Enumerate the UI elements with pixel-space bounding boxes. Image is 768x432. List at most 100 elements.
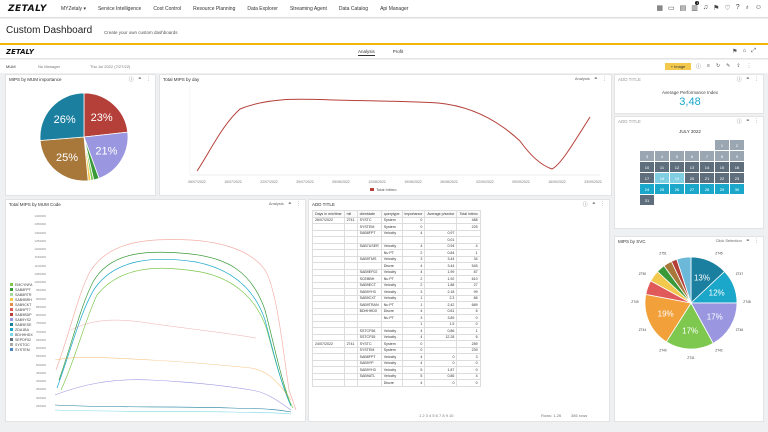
table-row[interactable]: SAB9CXT Velocity 1 2.3 86 [312, 294, 481, 302]
pie-slice[interactable] [676, 256, 692, 304]
calendar-day[interactable]: 16 [730, 162, 744, 172]
analysis-button[interactable]: Analysis [268, 201, 284, 206]
link-icon[interactable]: ⚭ [745, 76, 750, 82]
more-icon[interactable]: ⋮ [600, 201, 605, 207]
calendar-day[interactable]: 12 [670, 162, 684, 172]
more-icon[interactable]: ⋮ [602, 76, 607, 82]
pie-slice[interactable] [665, 302, 714, 350]
table-row[interactable]: SAB8FPT Velocity 4 0 3 [312, 353, 481, 361]
calendar-day[interactable]: 26 [670, 184, 684, 194]
calendar-day[interactable]: 1 [715, 140, 729, 150]
calendar-day[interactable]: 27 [685, 184, 699, 194]
legend-item[interactable]: ZDA1BA [10, 327, 33, 332]
link-icon[interactable]: ⚭ [745, 118, 750, 124]
table-row[interactable]: SAB8FPT Velocity 4 0.97 [312, 229, 481, 237]
legend-item[interactable]: SAB9PT7 [10, 307, 33, 312]
calendar-day[interactable]: 18 [655, 173, 669, 183]
tab-profit[interactable]: Profit [392, 49, 404, 54]
legend-item[interactable]: EMCYNFA [10, 282, 33, 287]
calendar-day[interactable]: 21 [700, 173, 714, 183]
info-icon[interactable]: ⓘ [696, 64, 702, 70]
calendar-day[interactable]: 10 [640, 162, 654, 172]
tab-analysis[interactable]: Analysis [358, 49, 375, 56]
flag-icon[interactable]: ⚑ [732, 49, 738, 55]
add-image-button[interactable]: + Image [665, 63, 691, 70]
more-icon[interactable]: ⋮ [754, 76, 759, 82]
info-icon[interactable]: ⓘ [582, 202, 588, 208]
calendar-day[interactable]: 11 [655, 162, 669, 172]
nav-service-intelligence[interactable]: Service Intelligence [97, 5, 142, 12]
pagination[interactable]: 1 2 3 4 5 6 7 8 9 10 [419, 413, 454, 418]
legend-item[interactable]: SAB9BDP [10, 312, 33, 317]
calendar-day[interactable]: 22 [715, 173, 729, 183]
calendar-day[interactable]: 6 [685, 151, 699, 161]
link-icon[interactable]: ⚭ [591, 201, 596, 207]
more-icon[interactable]: ⋮ [754, 118, 759, 124]
nav-streaming-agent[interactable]: Streaming Agent [289, 5, 327, 12]
legend-item[interactable]: SEPDF52 [10, 337, 33, 342]
bell-icon[interactable]: ♫ [702, 4, 709, 11]
more-icon[interactable]: ⋮ [754, 238, 759, 244]
user-icon[interactable]: ☺ [754, 4, 762, 11]
share-icon[interactable]: ⌂ [742, 48, 747, 54]
calendar-day[interactable]: 31 [640, 195, 654, 205]
calendar-day[interactable]: 15 [715, 162, 729, 172]
table-row[interactable]: Discre 4 0 0 [312, 379, 481, 387]
click-selection-button[interactable]: Click Selection [715, 238, 742, 243]
nav-myzetaly[interactable]: MYZetaly ▾ [60, 5, 86, 12]
calendar-day[interactable]: 13 [685, 162, 699, 172]
filter-mum[interactable]: MUM [6, 64, 16, 69]
info-icon[interactable]: ⓘ [128, 77, 134, 83]
calendar-day[interactable]: 9 [730, 151, 744, 161]
calendar-day[interactable]: 28 [700, 184, 714, 194]
nav-data-catalog[interactable]: Data Catalog [338, 5, 369, 12]
legend-item[interactable]: SAB8RTR [10, 292, 33, 297]
info-icon[interactable]: ⓘ [736, 77, 742, 83]
help-icon[interactable]: ? [735, 4, 740, 11]
monitor-icon[interactable]: ▭ [668, 5, 675, 12]
calendar-day[interactable]: 17 [640, 173, 654, 183]
legend-item[interactable]: SAB9YS2 [10, 317, 33, 322]
link-icon[interactable]: ⚭ [593, 76, 598, 82]
link-icon[interactable]: ⚭ [287, 201, 292, 207]
pie-slice[interactable] [83, 92, 129, 138]
filter-manager[interactable]: No Manager [38, 64, 61, 69]
pie-slice[interactable] [690, 302, 738, 344]
nav-api-manager[interactable]: Api Manager [380, 5, 409, 12]
calendar-day[interactable]: 20 [685, 173, 699, 183]
more-icon[interactable]: ⋮ [296, 201, 301, 207]
nav-data-explorer[interactable]: Data Explorer [247, 5, 278, 12]
edit-icon[interactable]: ✎ [726, 63, 731, 69]
table-row[interactable]: SSTCF55 Velocity 4 12.28 6 [312, 333, 481, 341]
lightbulb-icon[interactable]: ♁ [744, 4, 750, 11]
nav-resource-planning[interactable]: Resource Planning [193, 5, 236, 12]
calendar-day[interactable]: 14 [700, 162, 714, 172]
info-icon[interactable]: ⓘ [736, 119, 742, 125]
calendar-day[interactable]: 7 [700, 151, 714, 161]
pie-slice[interactable] [39, 92, 85, 141]
more-icon[interactable]: ⋮ [146, 76, 151, 82]
more-icon[interactable]: ⋮ [746, 63, 752, 69]
table-row[interactable]: 24/07/2022 2741 SYSTC System 0 289 [312, 340, 481, 348]
calendar-day[interactable]: 30 [730, 184, 744, 194]
legend-item[interactable]: SYSTEM [10, 347, 33, 352]
pie-slice[interactable] [644, 293, 692, 343]
link-icon[interactable]: ⚭ [137, 76, 142, 82]
calendar-icon[interactable]: ▦ [656, 5, 663, 12]
link-icon[interactable]: ⚭ [745, 238, 750, 244]
legend-item[interactable]: SAB9CKT [10, 302, 33, 307]
document-icon[interactable]: ▥ 1 [691, 1, 700, 12]
menu-icon[interactable]: ≡ [707, 63, 710, 69]
calendar-day[interactable]: 29 [715, 184, 729, 194]
calendar-day[interactable]: 8 [715, 151, 729, 161]
flag-icon[interactable]: ⚑ [713, 5, 720, 12]
legend-item[interactable]: SAB9ESE [10, 322, 33, 327]
legend-item[interactable]: SAB8FPT [10, 287, 33, 292]
calendar-day[interactable]: 5 [670, 151, 684, 161]
calendar-day[interactable]: 2 [730, 140, 744, 150]
calendar-day[interactable]: 23 [730, 173, 744, 183]
ticket-icon[interactable]: ▤ [679, 5, 687, 12]
calendar-day[interactable]: 3 [640, 151, 654, 161]
calendar-day[interactable]: 19 [670, 173, 684, 183]
analysis-button[interactable]: Analysis [574, 76, 590, 81]
